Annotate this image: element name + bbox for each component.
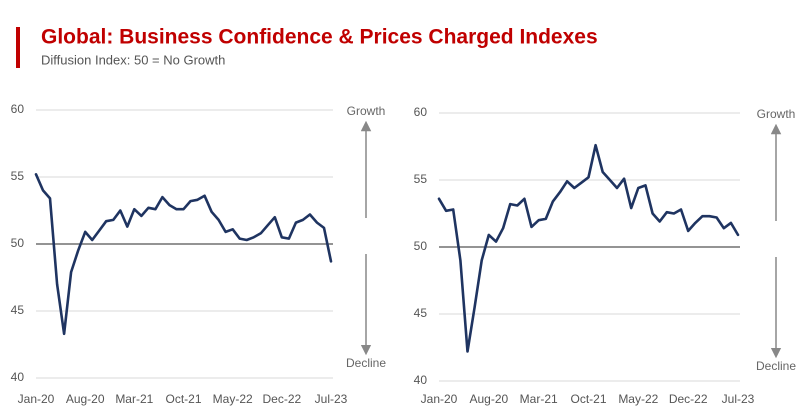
title: Global: Business Confidence & Prices Cha…	[41, 26, 598, 49]
y-tick-label: 60	[414, 105, 428, 119]
data-line	[34, 173, 333, 336]
y-tick-label: 55	[11, 169, 25, 183]
y-tick-label: 50	[11, 236, 25, 250]
y-tick-label: 45	[11, 303, 25, 317]
x-tick-label: Dec-22	[669, 392, 708, 406]
x-tick-label: Aug-20	[66, 392, 105, 406]
x-tick-label: Dec-22	[262, 392, 301, 406]
annotation-decline: Decline	[346, 356, 386, 370]
x-tick-label: Oct-21	[570, 392, 606, 406]
subtitle: Diffusion Index: 50 = No Growth	[41, 52, 225, 67]
y-tick-label: 40	[414, 373, 428, 387]
y-tick-label: 45	[414, 306, 428, 320]
x-tick-label: Aug-20	[469, 392, 508, 406]
annotation-decline: Decline	[756, 359, 796, 373]
x-tick-label: Mar-21	[520, 392, 558, 406]
y-tick-label: 60	[11, 102, 25, 116]
data-line	[437, 143, 740, 353]
y-tick-label: 50	[414, 239, 428, 253]
x-tick-label: Mar-21	[115, 392, 153, 406]
y-tick-label: 55	[414, 172, 428, 186]
y-tick-label: 40	[11, 370, 25, 384]
annotation-growth: Growth	[347, 104, 386, 118]
x-tick-label: Jan-20	[18, 392, 55, 406]
x-tick-label: Oct-21	[165, 392, 201, 406]
x-tick-label: May-22	[618, 392, 658, 406]
title-accent	[16, 27, 20, 68]
x-tick-label: Jul-23	[722, 392, 755, 406]
x-tick-label: May-22	[213, 392, 253, 406]
x-tick-label: Jul-23	[315, 392, 348, 406]
annotation-growth: Growth	[757, 107, 796, 121]
x-tick-label: Jan-20	[421, 392, 458, 406]
